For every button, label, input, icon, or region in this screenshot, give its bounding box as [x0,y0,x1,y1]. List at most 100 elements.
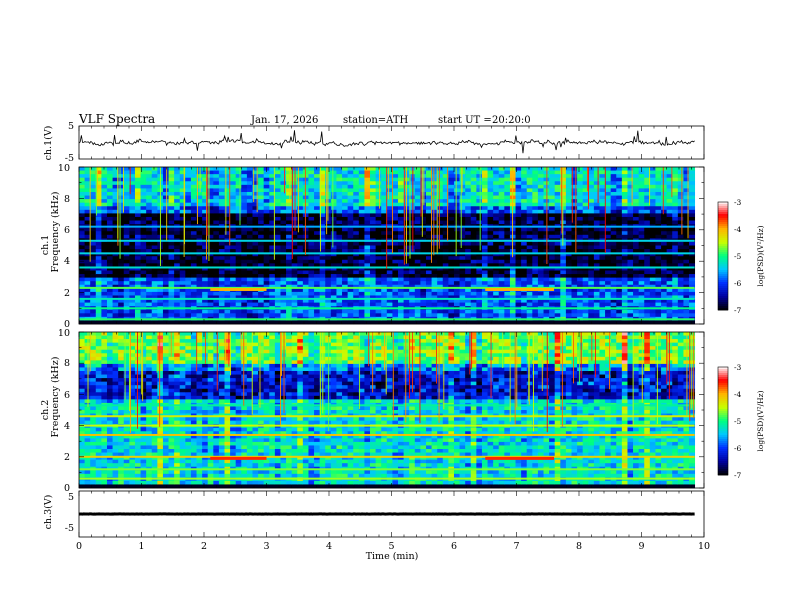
spectrogram-cell [297,206,304,211]
spectrogram-cell [314,195,321,200]
spectrogram-cell [476,227,483,232]
spectrogram-cell [638,170,645,175]
spectrogram-cell [274,291,281,296]
spectrogram-cell [347,281,354,286]
spectrogram-cell [286,241,293,246]
spectrogram-cell [95,199,102,204]
spectrogram-cell [218,309,225,314]
spectrogram-cell [549,202,556,207]
spectrogram-cell [174,263,181,268]
spectrogram-cell [644,199,651,204]
spectrogram-cell [661,181,668,186]
spectrogram-cell [118,299,125,303]
spectrogram-cell [476,295,483,300]
spectrogram-cell [140,188,147,193]
spectrogram-cell [577,302,584,307]
spectrogram-cell [537,167,544,171]
spectrogram-cell [162,209,169,214]
spectrogram-cell [134,320,141,325]
spectrogram-cell [448,227,455,232]
spectrogram-cell [565,288,572,293]
spectrogram-cell [509,256,516,261]
spectrogram-cell [633,270,640,275]
spectrogram-cell [537,313,544,318]
spectrogram-cell [425,177,432,182]
spectrogram-cell [319,199,326,204]
spectrogram-cell [465,220,472,225]
spectrogram-cell [582,302,589,307]
spectrogram-cell [162,241,169,246]
spectrogram-cell [353,295,360,300]
spectrogram-cell [666,181,673,186]
spectrogram-cell [84,320,91,325]
spectrogram-cell [638,184,645,189]
spectrogram-cell [565,167,572,171]
spectrogram-cell [532,167,539,171]
spectrogram-cell [258,177,265,182]
spectrogram-cell [202,249,209,254]
spectrogram-cell [106,213,113,218]
spectrogram-cell [560,231,567,236]
spectrogram-cell [381,191,388,196]
sferic-streak [289,167,291,200]
spectrogram-cell [655,209,662,214]
spectrogram-cell [336,231,343,236]
spectrogram-cell [638,245,645,250]
spectrogram-cell [213,177,220,182]
spectrogram-cell [577,252,584,257]
spectrogram-cell [537,309,544,314]
sferic-streak [436,167,438,254]
spectrogram-cell [269,227,276,232]
spectrogram-cell [470,195,477,200]
spectrogram-cell [258,277,265,282]
spectrogram-cell [476,174,483,179]
spectrogram-cell [465,274,472,279]
spectrogram-cell [677,320,684,325]
spectrogram-cell [274,299,281,303]
spectrogram-cell [252,227,259,232]
spectrogram-cell [364,281,371,286]
spectrogram-cell [565,281,572,286]
spectrogram-cell [526,220,533,225]
spectrogram-cell [370,188,377,193]
spectrogram-cell [672,202,679,207]
spectrogram-cell [151,177,158,182]
spectrogram-cell [666,188,673,193]
spectrogram-cell [644,281,651,286]
spectrogram-cell [308,284,315,289]
spectrogram-cell [554,220,561,225]
spectrogram-cell [504,188,511,193]
spectrogram-cell [134,199,141,204]
spectrogram-cell [319,167,326,171]
spectrogram-cell [683,234,690,239]
spectrogram-cell [627,270,634,275]
spectrogram-cell [409,320,416,325]
spectrogram-cell [459,167,466,171]
spectrogram-cell [672,266,679,271]
spectrogram-cell [90,181,97,186]
spectrogram-cell [202,177,209,182]
y-axis-label-ch1-waveform: ch.1(V) [43,126,54,161]
spectrogram-cell [174,245,181,250]
spectrogram-cell [134,177,141,182]
spectrogram-cell [655,263,662,268]
spectrogram-cell [437,266,444,271]
spectrogram-cell [610,241,617,246]
spectrogram-cell [661,252,668,257]
spectrogram-cell [661,231,668,236]
spectrogram-cell [610,295,617,300]
spectrogram-cell [353,188,360,193]
spectrogram-cell [224,302,231,307]
spectrogram-cell [565,195,572,200]
spectrogram-cell [638,295,645,300]
spectrogram-cell [112,281,119,286]
spectrogram-cell [196,295,203,300]
spectrogram-cell [174,188,181,193]
spectrogram-cell [213,266,220,271]
spectrogram-cell [504,195,511,200]
spectrogram-cell [666,249,673,254]
spectrogram-cell [425,249,432,254]
spectrogram-cell [571,227,578,232]
spectrogram-cell [129,299,136,303]
spectrogram-cell [325,291,332,296]
